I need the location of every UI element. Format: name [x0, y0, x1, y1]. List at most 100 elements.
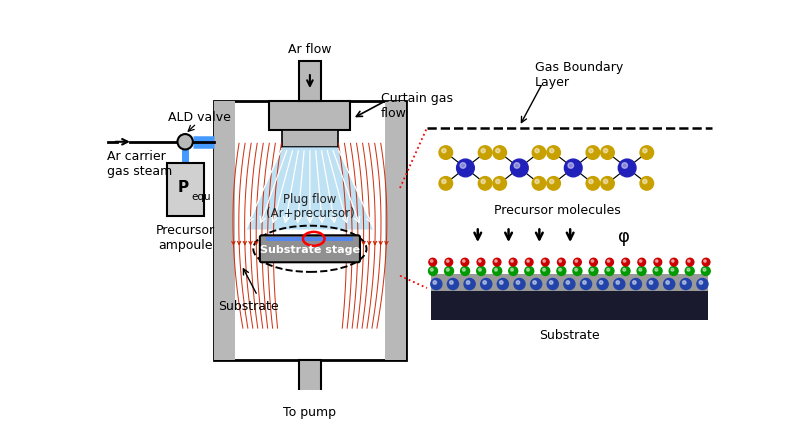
- Circle shape: [564, 160, 582, 177]
- Text: To pump: To pump: [283, 405, 336, 418]
- Circle shape: [527, 260, 530, 263]
- Circle shape: [547, 177, 560, 191]
- Circle shape: [461, 267, 470, 276]
- Circle shape: [533, 281, 536, 285]
- Circle shape: [686, 259, 694, 266]
- Circle shape: [586, 146, 600, 160]
- Circle shape: [640, 177, 654, 191]
- Text: equ: equ: [191, 192, 211, 201]
- Circle shape: [639, 260, 642, 263]
- Circle shape: [542, 268, 546, 272]
- Circle shape: [450, 281, 453, 285]
- Circle shape: [514, 163, 520, 169]
- Circle shape: [462, 260, 465, 263]
- Bar: [214, 102, 406, 360]
- Circle shape: [590, 259, 598, 266]
- Circle shape: [647, 279, 658, 290]
- Circle shape: [499, 281, 503, 285]
- Circle shape: [535, 149, 539, 153]
- Circle shape: [622, 163, 627, 169]
- Circle shape: [478, 177, 492, 191]
- Circle shape: [477, 259, 485, 266]
- Circle shape: [477, 267, 486, 276]
- Circle shape: [704, 260, 706, 263]
- Text: P: P: [178, 180, 189, 195]
- Circle shape: [493, 146, 506, 160]
- Circle shape: [642, 180, 647, 184]
- Circle shape: [430, 260, 433, 263]
- Circle shape: [687, 268, 690, 272]
- Circle shape: [433, 281, 437, 285]
- Circle shape: [603, 180, 608, 184]
- Circle shape: [702, 259, 710, 266]
- Bar: [214, 102, 235, 360]
- Circle shape: [623, 260, 626, 263]
- Circle shape: [510, 259, 517, 266]
- Circle shape: [655, 268, 658, 272]
- Circle shape: [622, 259, 630, 266]
- Circle shape: [493, 177, 506, 191]
- Circle shape: [541, 267, 550, 276]
- Circle shape: [547, 146, 560, 160]
- Text: Curtain gas
flow: Curtain gas flow: [381, 92, 453, 120]
- Circle shape: [535, 180, 539, 184]
- Circle shape: [510, 160, 528, 177]
- Circle shape: [525, 267, 534, 276]
- Circle shape: [574, 268, 578, 272]
- Circle shape: [638, 259, 646, 266]
- Circle shape: [516, 281, 520, 285]
- Circle shape: [496, 180, 500, 184]
- Circle shape: [494, 268, 498, 272]
- Circle shape: [457, 160, 474, 177]
- Text: ALD valve: ALD valve: [167, 110, 230, 123]
- Circle shape: [478, 146, 492, 160]
- Circle shape: [607, 260, 610, 263]
- Circle shape: [653, 267, 662, 276]
- Circle shape: [633, 281, 636, 285]
- Circle shape: [447, 279, 458, 290]
- Circle shape: [481, 279, 492, 290]
- Circle shape: [462, 268, 466, 272]
- Circle shape: [697, 279, 708, 290]
- Circle shape: [542, 259, 549, 266]
- Bar: [282, 131, 338, 148]
- Circle shape: [478, 260, 481, 263]
- Circle shape: [623, 268, 626, 272]
- Circle shape: [568, 163, 574, 169]
- Circle shape: [640, 146, 654, 160]
- Circle shape: [550, 180, 554, 184]
- Circle shape: [493, 267, 502, 276]
- Text: Gas Boundary
Layer: Gas Boundary Layer: [534, 61, 623, 89]
- Circle shape: [564, 279, 575, 290]
- Circle shape: [445, 267, 454, 276]
- Circle shape: [446, 260, 449, 263]
- Circle shape: [566, 281, 570, 285]
- Circle shape: [574, 259, 582, 266]
- Circle shape: [589, 267, 598, 276]
- Circle shape: [589, 149, 593, 153]
- Text: Precursor
ampoule: Precursor ampoule: [155, 224, 214, 252]
- Circle shape: [699, 281, 702, 285]
- Circle shape: [597, 279, 608, 290]
- Polygon shape: [246, 148, 373, 230]
- Circle shape: [642, 149, 647, 153]
- Circle shape: [530, 279, 542, 290]
- Circle shape: [558, 268, 562, 272]
- Circle shape: [654, 259, 662, 266]
- Circle shape: [688, 260, 690, 263]
- Circle shape: [637, 267, 646, 276]
- Circle shape: [670, 259, 678, 266]
- Circle shape: [671, 268, 674, 272]
- Circle shape: [614, 279, 625, 290]
- Circle shape: [558, 259, 566, 266]
- Circle shape: [509, 267, 518, 276]
- Circle shape: [496, 149, 500, 153]
- Circle shape: [575, 260, 578, 263]
- Bar: [430, 275, 708, 291]
- Circle shape: [550, 281, 553, 285]
- Circle shape: [514, 279, 525, 290]
- Circle shape: [483, 281, 486, 285]
- Circle shape: [510, 268, 514, 272]
- Circle shape: [680, 279, 691, 290]
- Circle shape: [466, 281, 470, 285]
